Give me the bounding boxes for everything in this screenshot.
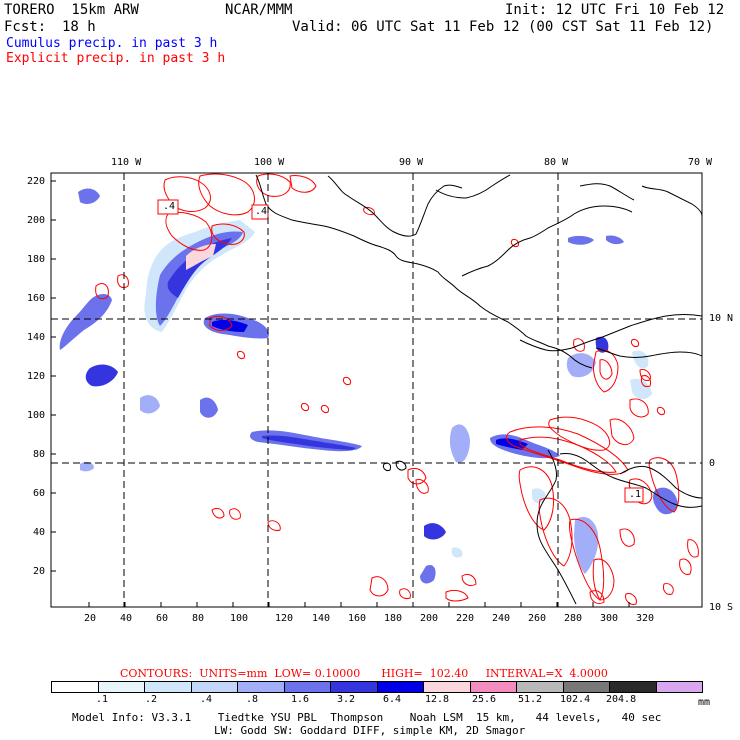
cumulus-precip-title: Cumulus precip. in past 3 h [6, 36, 218, 51]
model-info-line-1: Model Info: V3.3.1 Tiedtke YSU PBL Thomp… [72, 711, 662, 724]
legend-label: 204.8 [606, 694, 637, 705]
lat-label-10n: 10 N [709, 313, 734, 324]
contour-label-box [157, 199, 179, 215]
legend-label: .2 [145, 694, 158, 705]
x-tick: 280 [564, 613, 583, 624]
contour-info: CONTOURS: UNITS=mm LOW= 0.10000 HIGH= 10… [120, 667, 608, 680]
x-tick: 40 [120, 613, 133, 624]
y-tick: 40 [33, 527, 46, 538]
model-name: TORERO 15km ARW [4, 2, 139, 18]
x-tick: 240 [492, 613, 511, 624]
lon-label-70w: 70 W [688, 157, 713, 168]
legend-swatch [656, 682, 702, 692]
y-tick: 200 [27, 215, 46, 226]
contour-label-text: .4 [255, 206, 268, 217]
y-tick: 160 [27, 293, 46, 304]
legend-swatch [284, 682, 331, 692]
cumulus-precip-shading [59, 188, 678, 584]
lon-label-80w: 80 W [544, 157, 569, 168]
x-tick-marks [88, 602, 630, 607]
x-tick: 320 [636, 613, 655, 624]
legend-label: 102.4 [560, 694, 591, 705]
x-tick: 260 [528, 613, 547, 624]
x-tick: 140 [312, 613, 331, 624]
x-tick: 220 [456, 613, 475, 624]
y-tick: 220 [27, 176, 46, 187]
legend-swatch [424, 682, 471, 692]
lon-label-110w: 110 W [111, 157, 142, 168]
center-name: NCAR/MMM [225, 2, 293, 18]
lat-label-0: 0 [709, 458, 716, 469]
legend-label: .1 [96, 694, 109, 705]
legend-swatch [470, 682, 517, 692]
legend-swatch [517, 682, 564, 692]
x-tick: 160 [348, 613, 367, 624]
y-tick: 120 [27, 371, 46, 382]
legend-swatch [331, 682, 378, 692]
legend-swatch [145, 682, 192, 692]
forecast-label: Fcst: [4, 19, 47, 35]
contour-label-text: .1 [629, 489, 642, 500]
y-tick-marks [51, 180, 56, 572]
lon-label-100w: 100 W [254, 157, 285, 168]
x-tick: 80 [192, 613, 205, 624]
legend-label: 51.2 [518, 694, 543, 705]
x-tick: 20 [84, 613, 97, 624]
x-tick: 300 [600, 613, 619, 624]
y-tick: 180 [27, 254, 46, 265]
legend-label: 25.6 [472, 694, 497, 705]
contour-label-box [624, 487, 644, 503]
x-tick: 200 [420, 613, 439, 624]
explicit-precip-contours [95, 173, 699, 605]
legend-swatch [52, 682, 99, 692]
legend-label: 12.8 [425, 694, 450, 705]
map-frame [50, 172, 703, 608]
legend-swatch [191, 682, 238, 692]
explicit-precip-title: Explicit precip. in past 3 h [6, 51, 226, 66]
x-tick: 120 [275, 613, 294, 624]
legend-label: 6.4 [383, 694, 402, 705]
lat-lon-grid [51, 173, 702, 607]
legend-label: 3.2 [337, 694, 356, 705]
legend-label: .8 [246, 694, 259, 705]
coastlines [255, 174, 702, 605]
contour-label-text: .4 [163, 201, 176, 212]
y-tick: 140 [27, 332, 46, 343]
lat-label-10s: 10 S [709, 602, 734, 613]
init-time: Init: 12 UTC Fri 10 Feb 12 [505, 2, 725, 18]
legend-label: .4 [200, 694, 213, 705]
forecast-hour: 18 h [62, 19, 96, 35]
legend-swatch [563, 682, 610, 692]
legend-unit: mm [698, 697, 711, 708]
legend-swatch [610, 682, 657, 692]
y-tick: 80 [33, 449, 46, 460]
legend-label: 1.6 [291, 694, 310, 705]
y-tick: 100 [27, 410, 46, 421]
legend-swatch [98, 682, 145, 692]
lon-label-90w: 90 W [399, 157, 424, 168]
y-tick: 60 [33, 488, 46, 499]
x-tick: 60 [156, 613, 169, 624]
legend-swatch [238, 682, 285, 692]
valid-time: Valid: 06 UTC Sat 11 Feb 12 (00 CST Sat … [292, 19, 714, 35]
legend-colorbar [51, 681, 703, 693]
model-info-line-2: LW: Godd SW: Goddard DIFF, simple KM, 2D… [214, 724, 526, 737]
x-tick: 100 [230, 613, 249, 624]
x-tick: 180 [384, 613, 403, 624]
legend-swatch [377, 682, 424, 692]
y-tick: 20 [33, 566, 46, 577]
